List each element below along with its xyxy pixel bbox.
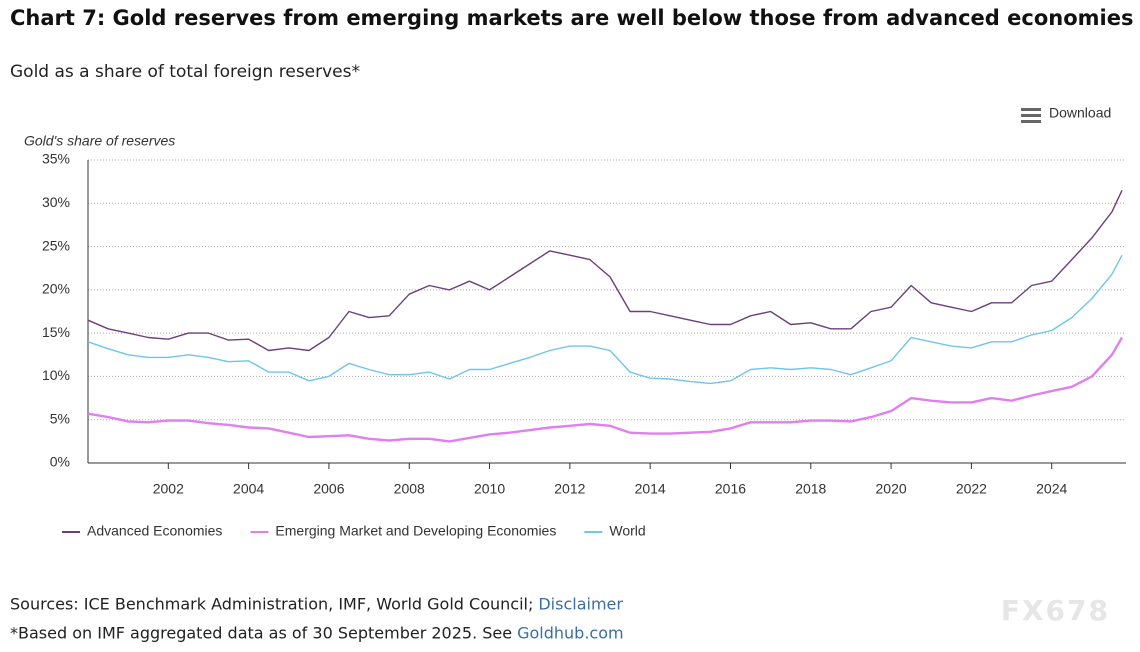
series-line <box>87 254 1123 385</box>
y-tick-label: 15% <box>42 324 70 340</box>
menu-icon <box>1021 108 1041 111</box>
sources-text: Sources: ICE Benchmark Administration, I… <box>10 595 533 614</box>
menu-icon <box>1021 114 1041 117</box>
x-tick-label: 2004 <box>233 481 264 497</box>
x-tick-label: 2014 <box>635 481 666 497</box>
y-tick-label: 5% <box>50 410 70 426</box>
x-tick-label: 2018 <box>795 481 826 497</box>
series-line <box>87 336 1124 443</box>
series-line <box>87 190 1123 352</box>
download-button[interactable]: Download <box>1021 105 1111 123</box>
y-tick-label: 35% <box>42 151 70 167</box>
y-tick-label: 20% <box>42 281 70 297</box>
x-tick-label: 2022 <box>956 481 987 497</box>
menu-icon <box>1021 120 1041 123</box>
x-tick-label: 2008 <box>394 481 425 497</box>
x-tick-label: 2010 <box>474 481 505 497</box>
y-tick-label: 30% <box>42 194 70 210</box>
disclaimer-link[interactable]: Disclaimer <box>538 595 623 614</box>
watermark: FX678 <box>1001 594 1110 627</box>
x-tick-label: 2002 <box>153 481 184 497</box>
chart-title: Chart 7: Gold reserves from emerging mar… <box>10 6 1133 30</box>
x-tick-label: 2024 <box>1036 481 1067 497</box>
legend-label[interactable]: Advanced Economies <box>87 523 222 539</box>
x-tick-label: 2012 <box>554 481 585 497</box>
x-tick-label: 2020 <box>876 481 907 497</box>
x-tick-label: 2006 <box>313 481 344 497</box>
legend-label[interactable]: World <box>609 523 645 539</box>
y-tick-label: 25% <box>42 237 70 253</box>
chart-subtitle: Gold as a share of total foreign reserve… <box>10 62 360 82</box>
legend-label[interactable]: Emerging Market and Developing Economies <box>275 523 556 539</box>
note-text: *Based on IMF aggregated data as of 30 S… <box>10 624 512 643</box>
download-label[interactable]: Download <box>1049 105 1111 121</box>
y-tick-label: 10% <box>42 367 70 383</box>
x-tick-label: 2016 <box>715 481 746 497</box>
goldhub-link[interactable]: Goldhub.com <box>517 624 623 643</box>
y-tick-label: 0% <box>50 454 70 470</box>
y-axis-label: Gold's share of reserves <box>24 133 175 149</box>
